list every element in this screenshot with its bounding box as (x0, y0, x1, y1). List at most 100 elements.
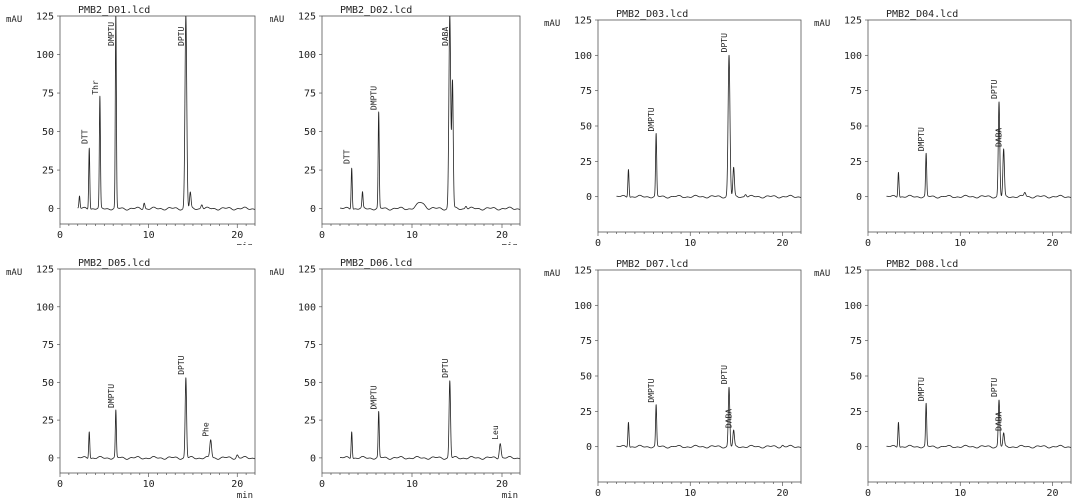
y-axis-unit: mAU (270, 268, 284, 278)
chromatogram-panel-4: PMB2_D04.lcdmAU025507510012501020minDMPT… (814, 9, 1072, 249)
chart-title: PMB2_D01.lcd (78, 5, 150, 16)
y-tick-label: 75 (580, 336, 592, 347)
peak-label: DMPTU (370, 385, 379, 409)
y-tick-label: 0 (48, 453, 54, 464)
peak-label: DTT (80, 129, 89, 144)
peak-label: Thr (91, 80, 100, 95)
peak-label: DTT (343, 149, 352, 164)
plot-frame (597, 19, 802, 233)
x-tick-label: 0 (865, 488, 871, 499)
chromatogram-trace (77, 16, 255, 211)
x-tick-label: 10 (684, 238, 696, 249)
y-tick-label: 25 (304, 416, 316, 427)
peak-label: DPTU (177, 355, 186, 374)
chart-title: PMB2_D03.lcd (616, 9, 688, 20)
peak-label: DMPTU (647, 107, 656, 131)
y-tick-label: 25 (304, 166, 316, 177)
y-tick-label: 0 (856, 442, 862, 453)
peak-label: DABA (441, 27, 450, 46)
chromatogram-trace (616, 54, 801, 199)
chart-title: PMB2_D08.lcd (886, 259, 958, 270)
peak-label: DMPTU (107, 384, 116, 408)
y-tick-label: 25 (580, 157, 592, 168)
y-tick-label: 75 (304, 340, 316, 351)
plot-frame (321, 268, 521, 474)
x-axis-unit: min (502, 242, 518, 245)
x-tick-label: 10 (406, 479, 418, 490)
chart-title: PMB2_D07.lcd (616, 259, 688, 270)
x-tick-label: 0 (57, 230, 63, 241)
plot-frame (597, 269, 802, 483)
plot-frame (59, 15, 256, 225)
y-tick-label: 100 (844, 301, 862, 312)
y-tick-label: 125 (298, 12, 316, 23)
chromatogram-panel-7: PMB2_D07.lcdmAU025507510012501020minDMPT… (544, 259, 802, 499)
chart-title: PMB2_D06.lcd (340, 258, 412, 269)
y-tick-label: 50 (580, 122, 592, 133)
peak-label: DMPTU (647, 378, 656, 402)
y-tick-label: 100 (36, 302, 54, 313)
y-axis-unit: mAU (270, 15, 284, 25)
peak-label: DMPTU (107, 22, 116, 46)
plot-frame (321, 15, 521, 225)
y-tick-label: 25 (42, 416, 54, 427)
plot-frame (59, 268, 256, 474)
x-tick-label: 10 (684, 488, 696, 499)
x-tick-label: 10 (143, 230, 155, 241)
peak-label: DABA (995, 128, 1004, 147)
peak-label: DPTU (990, 378, 999, 397)
chromatogram-trace (616, 386, 801, 449)
y-tick-label: 100 (298, 302, 316, 313)
y-tick-label: 50 (580, 372, 592, 383)
x-tick-label: 10 (954, 488, 966, 499)
peak-label: Phe (202, 422, 211, 437)
y-tick-label: 75 (580, 86, 592, 97)
peak-label: Leu (491, 425, 500, 440)
y-tick-label: 50 (42, 378, 54, 389)
y-axis-unit: mAU (544, 269, 560, 279)
x-axis-unit: min (237, 491, 253, 500)
peak-label: DPTU (441, 358, 450, 377)
y-tick-label: 125 (574, 16, 592, 27)
y-axis-unit: mAU (814, 19, 830, 29)
y-tick-label: 0 (310, 204, 316, 215)
y-axis-unit: mAU (544, 19, 560, 29)
chromatogram-trace (339, 380, 520, 460)
peak-label: DPTU (720, 33, 729, 52)
y-tick-label: 0 (310, 453, 316, 464)
y-axis-unit: mAU (814, 269, 830, 279)
y-tick-label: 50 (304, 127, 316, 138)
x-tick-label: 0 (595, 488, 601, 499)
chart-title: PMB2_D04.lcd (886, 9, 958, 20)
y-tick-label: 100 (844, 51, 862, 62)
peak-label: DPTU (177, 27, 186, 46)
y-tick-label: 75 (850, 336, 862, 347)
y-tick-label: 75 (42, 89, 54, 100)
chromatogram-trace (339, 16, 520, 211)
y-tick-label: 75 (850, 86, 862, 97)
peak-label: DMPTU (917, 127, 926, 151)
y-tick-label: 0 (48, 204, 54, 215)
chromatogram-panel-8: PMB2_D08.lcdmAU025507510012501020minDMPT… (814, 259, 1072, 499)
y-tick-label: 125 (36, 265, 54, 276)
y-tick-label: 0 (586, 442, 592, 453)
y-tick-label: 125 (36, 12, 54, 23)
y-tick-label: 50 (304, 378, 316, 389)
x-axis-unit: min (237, 242, 253, 245)
x-tick-label: 20 (231, 230, 243, 241)
y-axis-unit: mAU (6, 268, 22, 278)
y-tick-label: 25 (850, 157, 862, 168)
x-tick-label: 10 (406, 230, 418, 241)
y-tick-label: 75 (304, 89, 316, 100)
x-axis-unit: min (502, 491, 518, 500)
plot-frame (867, 19, 1072, 233)
chromatogram-trace (77, 377, 255, 460)
y-tick-label: 0 (586, 192, 592, 203)
y-axis-unit: mAU (6, 15, 22, 25)
x-tick-label: 0 (57, 479, 63, 490)
y-tick-label: 125 (574, 266, 592, 277)
y-tick-label: 125 (844, 266, 862, 277)
y-tick-label: 50 (850, 372, 862, 383)
